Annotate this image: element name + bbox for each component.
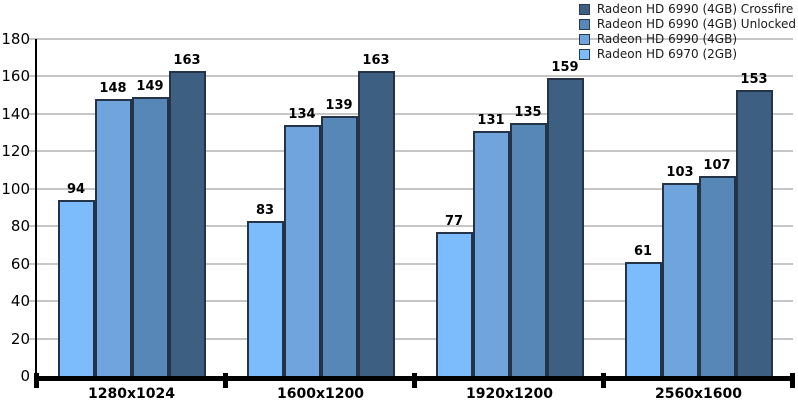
x-axis-tick <box>412 373 417 388</box>
bar-value-label: 83 <box>255 202 275 218</box>
bar-column: 163 <box>357 52 395 376</box>
bar-radeon-hd-6990-4gb-crossfire <box>357 70 395 376</box>
bar-column: 149 <box>131 79 169 376</box>
bar-column: 163 <box>168 52 206 376</box>
gridline-100 <box>28 187 793 190</box>
bar-column: 131 <box>472 112 510 376</box>
bar-radeon-hd-6990-4gb-unlocked <box>698 175 736 376</box>
x-axis-tick <box>601 373 606 388</box>
y-tick-label-120: 120 <box>1 142 30 161</box>
legend-label: Radeon HD 6990 (4GB) <box>596 32 737 46</box>
bar-group-1280x1024: 94 148 149 163 <box>37 39 226 376</box>
legend-row: Radeon HD 6990 (4GB) Unlocked <box>578 17 796 31</box>
bar-value-label: 159 <box>551 60 579 76</box>
legend-swatch-icon <box>578 49 590 60</box>
plot-area: 94 148 149 163 83 134 139 163 77 131 135 159 61 103 10… <box>28 38 793 376</box>
gridline-140 <box>28 112 793 115</box>
legend-swatch-icon <box>578 4 590 15</box>
gridline-160 <box>28 75 793 78</box>
y-axis-line <box>35 39 37 381</box>
bar-value-label: 94 <box>66 182 86 198</box>
legend-label: Radeon HD 6990 (4GB) Crossfire <box>596 2 794 16</box>
bar-column: 103 <box>661 165 699 376</box>
chart-legend: Radeon HD 6990 (4GB) Crossfire Radeon HD … <box>578 2 796 61</box>
bar-column: 159 <box>546 60 584 376</box>
bar-value-label: 139 <box>325 97 353 113</box>
y-tick-label-180: 180 <box>1 30 30 48</box>
bar-radeon-hd-6990-4gb-unlocked <box>320 115 358 376</box>
gridline-60 <box>28 262 793 265</box>
bar-radeon-hd-6990-4gb- <box>283 125 321 376</box>
bar-value-label: 134 <box>288 107 316 123</box>
bar-column: 134 <box>283 107 321 376</box>
bar-value-label: 135 <box>514 105 542 121</box>
bar-radeon-hd-6970-2gb- <box>57 200 95 376</box>
bar-column: 83 <box>246 202 284 376</box>
y-tick-label-100: 100 <box>1 179 30 198</box>
bar-column: 61 <box>624 243 662 376</box>
y-tick-label-140: 140 <box>1 104 30 123</box>
category-label-2560x1600: 2560x1600 <box>655 386 742 402</box>
bar-value-label: 107 <box>703 157 731 173</box>
bar-column: 148 <box>94 80 132 376</box>
bar-column: 77 <box>435 213 473 376</box>
y-tick-label-60: 60 <box>10 254 30 273</box>
y-tick-label-40: 40 <box>10 292 30 311</box>
legend-row: Radeon HD 6990 (4GB) <box>578 32 796 46</box>
bar-radeon-hd-6970-2gb- <box>435 231 473 376</box>
bar-radeon-hd-6990-4gb- <box>94 98 132 376</box>
legend-row: Radeon HD 6990 (4GB) Crossfire <box>578 2 796 16</box>
bar-radeon-hd-6970-2gb- <box>624 261 662 376</box>
legend-label: Radeon HD 6990 (4GB) Unlocked <box>596 17 796 31</box>
bar-column: 107 <box>698 157 736 376</box>
legend-label: Radeon HD 6970 (2GB) <box>596 47 737 61</box>
gridline-20 <box>28 337 793 340</box>
gridline-40 <box>28 300 793 303</box>
bar-radeon-hd-6990-4gb-crossfire <box>735 89 773 376</box>
bar-radeon-hd-6990-4gb- <box>661 183 699 376</box>
bar-value-label: 131 <box>477 112 505 128</box>
bar-group-1600x1200: 83 134 139 163 <box>226 39 415 376</box>
gridline-180 <box>28 38 793 40</box>
category-label-1600x1200: 1600x1200 <box>277 386 364 402</box>
legend-row: Radeon HD 6970 (2GB) <box>578 47 796 61</box>
bar-value-label: 163 <box>362 52 390 68</box>
y-tick-label-80: 80 <box>10 217 30 236</box>
bar-column: 139 <box>320 97 358 376</box>
bar-value-label: 149 <box>136 79 164 95</box>
bar-value-label: 163 <box>173 52 201 68</box>
legend-swatch-icon <box>578 19 590 30</box>
bar-value-label: 148 <box>99 80 127 96</box>
x-axis-tick <box>223 373 228 388</box>
bar-radeon-hd-6990-4gb-crossfire <box>546 78 584 376</box>
bar-value-label: 103 <box>666 165 694 181</box>
y-tick-label-20: 20 <box>10 329 30 348</box>
bar-radeon-hd-6990-4gb-unlocked <box>131 97 169 376</box>
category-label-1280x1024: 1280x1024 <box>88 386 175 402</box>
bar-group-2560x1600: 61 103 107 153 <box>604 39 793 376</box>
bar-column: 94 <box>57 182 95 376</box>
bar-value-label: 61 <box>633 243 653 259</box>
bar-value-label: 153 <box>740 71 768 87</box>
bar-radeon-hd-6990-4gb- <box>472 130 510 376</box>
y-tick-label-160: 160 <box>1 67 30 86</box>
y-tick-label-0: 0 <box>20 367 30 385</box>
bar-group-1920x1200: 77 131 135 159 <box>415 39 604 376</box>
category-label-1920x1200: 1920x1200 <box>466 386 553 402</box>
bar-radeon-hd-6990-4gb-unlocked <box>509 123 547 376</box>
x-axis-tick <box>790 373 795 388</box>
legend-swatch-icon <box>578 34 590 45</box>
bar-value-label: 77 <box>444 213 464 229</box>
gridline-80 <box>28 225 793 228</box>
gridline-120 <box>28 150 793 153</box>
bar-column: 135 <box>509 105 547 376</box>
x-axis-tick <box>34 373 39 388</box>
bar-radeon-hd-6990-4gb-crossfire <box>168 70 206 376</box>
bar-radeon-hd-6970-2gb- <box>246 220 284 376</box>
bar-column: 153 <box>735 71 773 376</box>
